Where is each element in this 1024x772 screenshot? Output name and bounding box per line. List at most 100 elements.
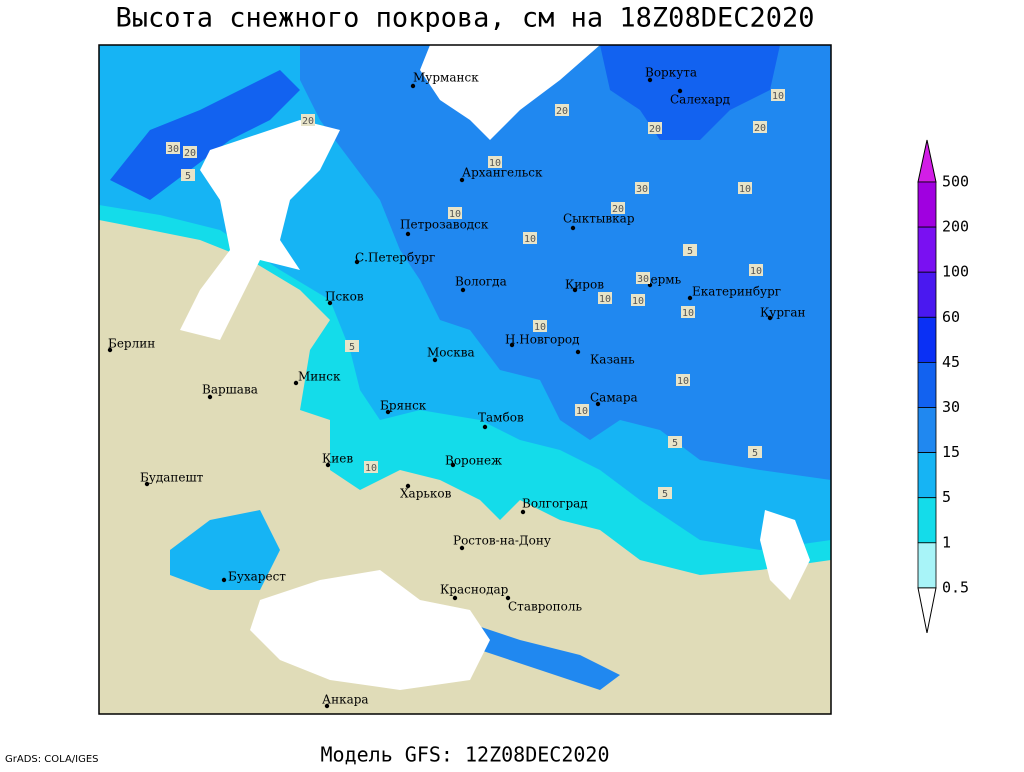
contour-label-box [166, 142, 180, 154]
city-dot [144, 481, 150, 487]
city-dot [327, 300, 333, 306]
city-label: Н.Новгород [505, 333, 580, 347]
credit: GrADS: COLA/IGES [5, 754, 99, 765]
contour-label: 20 [649, 124, 661, 135]
colorbar-label: 200 [942, 218, 969, 236]
map-frame [98, 44, 832, 715]
city-label: Варшава [202, 383, 258, 397]
city-dot [677, 88, 683, 94]
colorbar-band [917, 497, 937, 544]
colorbar-label: 15 [942, 443, 960, 461]
city-dot [460, 287, 466, 293]
city-label: Воркута [645, 66, 697, 80]
colorbar-label: 60 [942, 308, 960, 326]
contour-label-box [676, 374, 690, 386]
city-dot [221, 577, 227, 583]
colorbar-label: 5 [942, 488, 951, 506]
colorbar-label: 30 [942, 398, 960, 416]
colorbar-label: 45 [942, 353, 960, 371]
city-dot [687, 295, 693, 301]
city-label: Петрозаводск [400, 218, 489, 232]
city-label: С.Петербург [355, 251, 435, 265]
contour-label-box [668, 436, 682, 448]
caspian-sea [760, 510, 810, 600]
contour-label-box [748, 446, 762, 458]
contour-label: 10 [677, 376, 689, 387]
city-label: Екатеринбург [692, 285, 781, 299]
contour-label-layer: 20 20 30 10 30 20 20 10 10 30 10 20 10 5 10 20 10 10 10 5 10… [166, 89, 785, 500]
city-layer: Мурманск Воркута Салехард Архангельск Сыктыв… [107, 66, 805, 709]
city-dot [767, 315, 773, 321]
contour-label: 20 [184, 148, 196, 159]
city-dot [207, 394, 213, 400]
contour-label: 5 [672, 438, 678, 449]
city-label: Киров [565, 278, 604, 292]
contour-label-box [301, 114, 315, 126]
city-label: Ростов-на-Дону [453, 534, 551, 548]
contour-label-box [683, 244, 697, 256]
colorbar-band [917, 452, 937, 499]
contour-label-box [183, 146, 197, 158]
snow-deeper [600, 45, 780, 140]
contour-label: 10 [682, 308, 694, 319]
city-label: Анкара [322, 693, 369, 707]
city-dot [509, 342, 515, 348]
contour-label: 5 [349, 342, 355, 353]
snow-deep [300, 45, 831, 480]
contour-label: 10 [534, 322, 546, 333]
contour-label: 10 [599, 294, 611, 305]
contour-label-box [575, 404, 589, 416]
contour-label-box [345, 340, 359, 352]
city-label: Тамбов [478, 411, 524, 425]
city-dot [570, 225, 576, 231]
city-dot [354, 259, 360, 265]
contour-label: 10 [772, 91, 784, 102]
city-label: Будапешт [140, 471, 204, 485]
contour-label: 5 [185, 171, 191, 182]
city-dot [450, 462, 456, 468]
city-label: Мурманск [413, 71, 479, 85]
snow-mountains [110, 70, 300, 200]
colorbar-band [917, 181, 937, 228]
contour-label-box [771, 89, 785, 101]
contour-label-box [658, 487, 672, 499]
city-label: Архангельск [462, 166, 543, 180]
city-label: Курган [760, 306, 805, 320]
city-dot [505, 595, 511, 601]
city-label: Волгоград [522, 497, 588, 511]
city-dot [385, 409, 391, 415]
city-dot [410, 83, 416, 89]
city-dot [405, 483, 411, 489]
colorbar-bottom-arrow [917, 587, 937, 633]
colorbar-top-arrow [917, 139, 937, 183]
contour-label-box [738, 182, 752, 194]
contour-label: 10 [524, 234, 536, 245]
model-caption: Модель GFS: 12Z08DEC2020 [321, 743, 610, 767]
contour-label-box [681, 306, 695, 318]
city-label: Краснодар [440, 583, 509, 597]
contour-label-box [635, 182, 649, 194]
contour-label-box [523, 232, 537, 244]
colorbar: 500 200 100 60 45 30 15 5 1 0.5 [917, 139, 969, 633]
contour-label-box [448, 207, 462, 219]
contour-label-box [598, 292, 612, 304]
contour-label-box [749, 264, 763, 276]
city-dot [459, 545, 465, 551]
city-dot [452, 595, 458, 601]
black-sea [250, 570, 490, 690]
contour-label: 30 [167, 144, 179, 155]
colorbar-band [917, 361, 937, 408]
contour-label-box [636, 272, 650, 284]
colorbar-label: 1 [942, 533, 951, 551]
city-dot [572, 287, 578, 293]
contour-label: 20 [556, 106, 568, 117]
snow-south [170, 510, 280, 590]
city-label: Пермь [640, 273, 682, 287]
city-dot [293, 380, 299, 386]
city-label: Салехард [670, 93, 730, 107]
city-label: Псков [325, 290, 364, 304]
city-label: Москва [427, 346, 475, 360]
contour-label: 20 [754, 123, 766, 134]
contour-label: 10 [365, 463, 377, 474]
